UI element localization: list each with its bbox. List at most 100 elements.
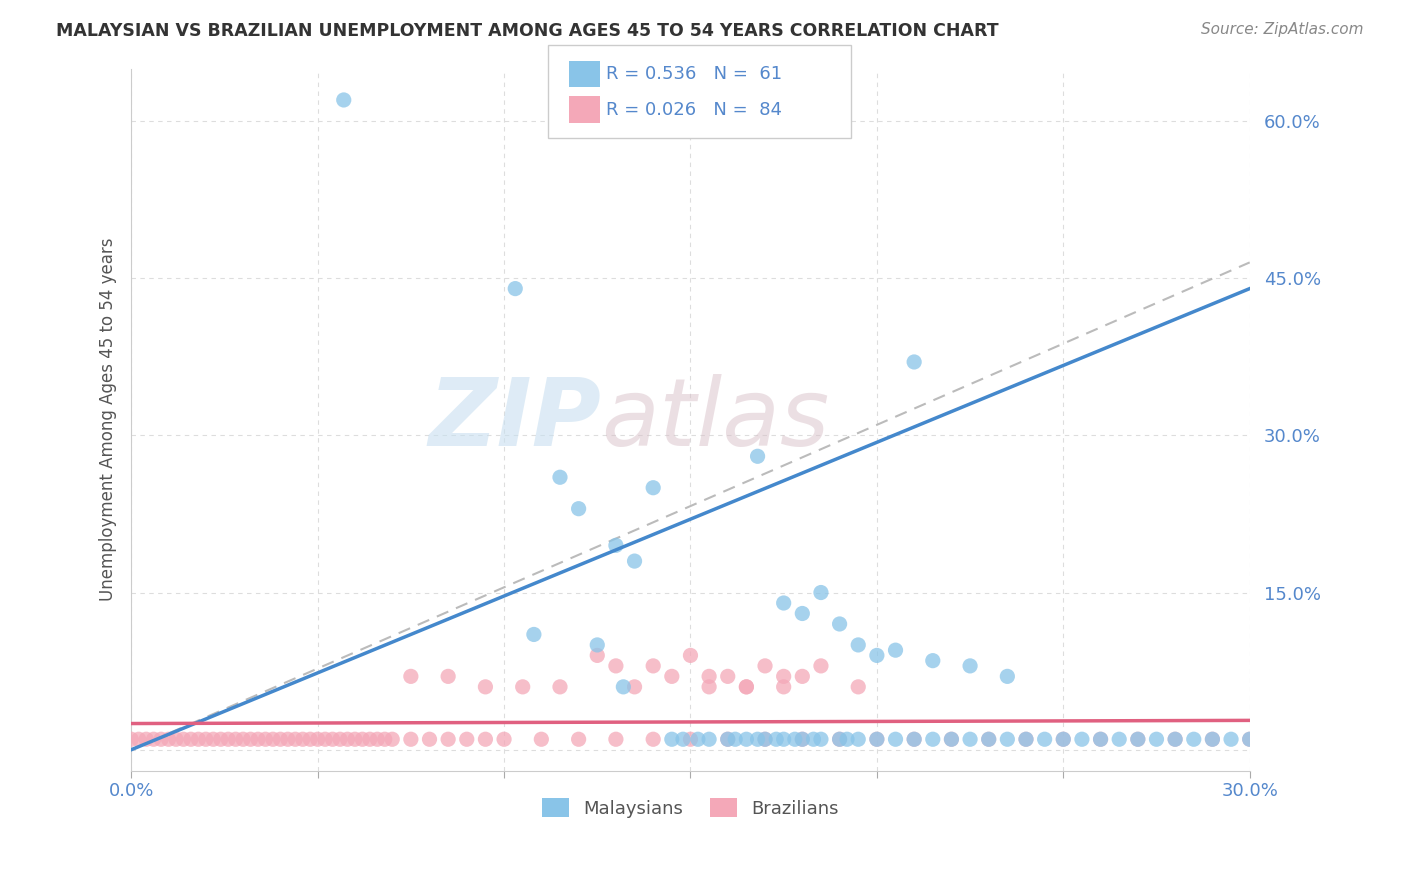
Text: MALAYSIAN VS BRAZILIAN UNEMPLOYMENT AMONG AGES 45 TO 54 YEARS CORRELATION CHART: MALAYSIAN VS BRAZILIAN UNEMPLOYMENT AMON… — [56, 22, 998, 40]
Point — [568, 501, 591, 516]
Point — [494, 732, 516, 747]
Point — [697, 680, 720, 694]
Point — [1015, 732, 1038, 747]
Point — [717, 669, 740, 683]
Point — [1090, 732, 1112, 747]
Point — [217, 732, 239, 747]
Point — [643, 659, 665, 673]
Point — [165, 732, 187, 747]
Point — [157, 732, 180, 747]
Point — [568, 732, 591, 747]
Point — [884, 732, 907, 747]
Point — [672, 732, 695, 747]
Point — [735, 732, 758, 747]
Point — [921, 732, 943, 747]
Point — [941, 732, 963, 747]
Point — [1201, 732, 1223, 747]
Point — [1071, 732, 1094, 747]
Point — [269, 732, 291, 747]
Point — [772, 680, 794, 694]
Point — [846, 680, 869, 694]
Point — [299, 732, 322, 747]
Point — [697, 732, 720, 747]
Point — [724, 732, 747, 747]
Point — [142, 732, 165, 747]
Point — [474, 680, 496, 694]
Point — [772, 669, 794, 683]
Point — [765, 732, 787, 747]
Point — [792, 669, 814, 683]
Text: Source: ZipAtlas.com: Source: ZipAtlas.com — [1201, 22, 1364, 37]
Point — [828, 617, 851, 632]
Point — [399, 669, 422, 683]
Point — [586, 648, 609, 663]
Y-axis label: Unemployment Among Ages 45 to 54 years: Unemployment Among Ages 45 to 54 years — [100, 238, 117, 601]
Point — [835, 732, 858, 747]
Point — [548, 680, 571, 694]
Point — [1239, 732, 1261, 747]
Point — [1126, 732, 1149, 747]
Point — [846, 732, 869, 747]
Point — [717, 732, 740, 747]
Point — [523, 627, 546, 641]
Point — [284, 732, 307, 747]
Point — [959, 732, 981, 747]
Point — [135, 732, 157, 747]
Legend: Malaysians, Brazilians: Malaysians, Brazilians — [534, 791, 846, 825]
Point — [1090, 732, 1112, 747]
Point — [336, 732, 359, 747]
Point — [772, 596, 794, 610]
Point — [903, 732, 925, 747]
Point — [150, 732, 173, 747]
Point — [783, 732, 806, 747]
Point — [754, 732, 776, 747]
Point — [754, 659, 776, 673]
Point — [225, 732, 247, 747]
Point — [735, 680, 758, 694]
Point — [747, 450, 769, 464]
Point — [209, 732, 232, 747]
Point — [503, 282, 526, 296]
Point — [810, 659, 832, 673]
Point — [437, 732, 460, 747]
Point — [359, 732, 381, 747]
Point — [437, 669, 460, 683]
Point — [1126, 732, 1149, 747]
Point — [1164, 732, 1187, 747]
Point — [586, 638, 609, 652]
Point — [512, 680, 534, 694]
Point — [314, 732, 336, 747]
Point — [1239, 732, 1261, 747]
Point — [866, 732, 889, 747]
Point — [1220, 732, 1243, 747]
Point — [374, 732, 396, 747]
Point — [1108, 732, 1130, 747]
Point — [307, 732, 329, 747]
Point — [254, 732, 277, 747]
Point — [548, 470, 571, 484]
Point — [977, 732, 1000, 747]
Point — [792, 607, 814, 621]
Point — [194, 732, 217, 747]
Point — [366, 732, 388, 747]
Point — [239, 732, 262, 747]
Point — [959, 659, 981, 673]
Point — [322, 732, 344, 747]
Point — [1182, 732, 1205, 747]
Point — [202, 732, 225, 747]
Point — [605, 659, 627, 673]
Point — [247, 732, 270, 747]
Point — [772, 732, 794, 747]
Point — [120, 732, 142, 747]
Point — [1052, 732, 1074, 747]
Point — [941, 732, 963, 747]
Point — [866, 732, 889, 747]
Point — [605, 538, 627, 552]
Point — [623, 554, 645, 568]
Point — [792, 732, 814, 747]
Point — [643, 732, 665, 747]
Point — [846, 638, 869, 652]
Point — [866, 648, 889, 663]
Point — [1201, 732, 1223, 747]
Point — [679, 648, 702, 663]
